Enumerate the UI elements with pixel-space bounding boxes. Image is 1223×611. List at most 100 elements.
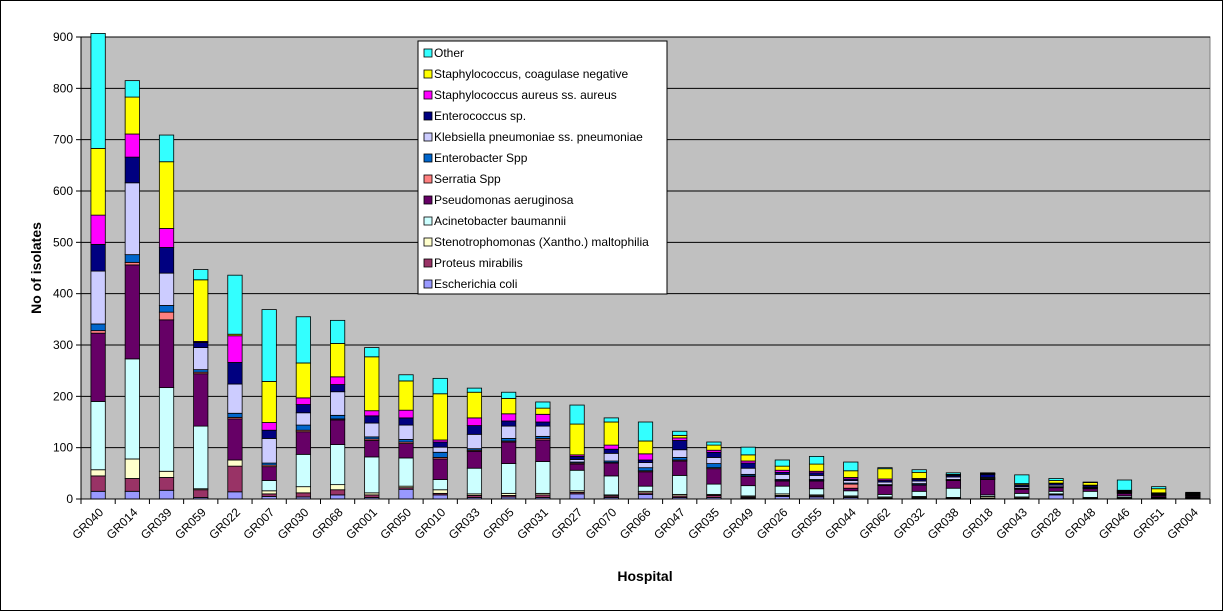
bar-segment <box>158 305 175 313</box>
bar-segment <box>158 319 175 389</box>
bar-segment <box>193 342 209 348</box>
bar-segment <box>364 410 380 417</box>
bar-segment <box>330 444 346 486</box>
bar-segment <box>501 463 517 494</box>
legend-entry: Other <box>434 46 464 60</box>
bar-segment <box>124 182 140 256</box>
bar-segment <box>740 476 756 487</box>
bar-segment <box>158 247 175 274</box>
x-tick-label: GR026 <box>754 505 791 542</box>
y-tick-label: 300 <box>53 338 73 352</box>
bar-segment <box>980 473 996 478</box>
bar-segment <box>774 465 790 471</box>
bar-segment <box>466 450 483 469</box>
bar-segment <box>603 475 619 496</box>
x-tick-label: GR048 <box>1062 505 1099 542</box>
bar-segment <box>706 457 722 464</box>
bar-segment <box>740 446 756 456</box>
bar-segment <box>364 347 380 358</box>
bar-segment <box>706 483 722 495</box>
bar-segment <box>603 462 619 477</box>
bar-segment <box>877 485 893 495</box>
legend-swatch <box>423 69 433 79</box>
bar-segment <box>637 462 654 469</box>
bar-segment <box>158 387 175 472</box>
bar-segment <box>945 472 961 475</box>
y-axis: 0 100 200 300 400 500 600 700 800 900 <box>53 30 82 506</box>
bar-segment <box>124 490 140 500</box>
y-tick-label: 100 <box>53 441 73 455</box>
bar-segment <box>261 309 277 382</box>
bar-segment <box>569 423 585 456</box>
bar-segment <box>774 485 790 495</box>
bar-segment <box>1048 494 1064 500</box>
bar-segment <box>330 489 346 496</box>
bar-segment <box>90 243 106 272</box>
x-tick-label: GR062 <box>856 505 893 542</box>
bar-segment <box>603 421 619 446</box>
bar-segment <box>706 451 722 458</box>
bar-segment <box>227 412 243 418</box>
bar-segment <box>569 493 585 500</box>
bar-segment <box>637 467 654 472</box>
bar-segment <box>1082 481 1098 483</box>
bar-segment <box>90 33 106 149</box>
legend-swatch <box>423 111 433 121</box>
bar-segment <box>158 477 175 491</box>
y-tick-label: 500 <box>53 235 73 249</box>
bar-segment <box>295 397 311 405</box>
bar-segment <box>158 311 175 321</box>
legend-entry: Enterobacter Spp <box>434 151 528 165</box>
legend-entry: Acinetobacter baumannii <box>434 214 566 228</box>
bar-segment <box>569 455 585 460</box>
bar-segment <box>432 494 448 500</box>
y-tick-label: 200 <box>53 389 73 403</box>
bar-segment <box>706 463 722 469</box>
bar-segment <box>158 470 175 478</box>
bar-segment <box>227 335 243 363</box>
x-tick-label: GR043 <box>993 505 1030 542</box>
bar-segment <box>466 417 483 426</box>
bar-segment <box>808 463 825 472</box>
legend-entry: Staphylococcus aureus ss. aureus <box>434 88 617 102</box>
bar-segment <box>295 412 311 426</box>
bar-segment <box>1048 487 1064 492</box>
x-tick-label: GR068 <box>309 505 346 542</box>
bar-segment <box>364 456 380 494</box>
bar-segment <box>672 440 688 451</box>
bar-segment <box>90 323 106 332</box>
bar-segment <box>124 264 140 360</box>
bar-segment <box>124 254 140 263</box>
bar-segment <box>603 444 619 450</box>
bar-segment <box>432 451 448 458</box>
bar-segment <box>466 433 483 450</box>
legend-entry: Klebsiella pneumoniae ss. pneumoniae <box>434 130 643 144</box>
bar-segment <box>295 362 311 399</box>
legend-entry: Proteus mirabilis <box>434 256 523 270</box>
x-tick-label: GR004 <box>1164 505 1201 542</box>
bar-segment <box>945 480 961 489</box>
bar-segment <box>945 487 961 498</box>
bar-segment <box>740 467 756 475</box>
bar-segment <box>706 444 722 451</box>
x-tick-label: GR035 <box>685 505 722 542</box>
bar-segment <box>535 439 551 462</box>
bar-segment <box>466 391 483 419</box>
bar-segment <box>398 457 414 487</box>
bar-segment <box>637 471 654 487</box>
y-tick-label: 0 <box>66 492 73 506</box>
x-tick-label: GR038 <box>925 505 962 542</box>
bar-segment <box>877 467 893 470</box>
bar-segment <box>90 332 106 402</box>
x-tick-label: GR044 <box>822 505 859 542</box>
bar-segment <box>398 374 414 382</box>
legend-swatch <box>423 90 433 100</box>
x-tick-label: GR010 <box>412 505 449 542</box>
bar-segment <box>774 473 790 480</box>
bar-segment <box>535 421 551 427</box>
x-tick-label: GR055 <box>788 505 825 542</box>
bar-segment <box>466 425 483 435</box>
bar-segment <box>227 418 243 461</box>
bar-segment <box>261 480 277 492</box>
